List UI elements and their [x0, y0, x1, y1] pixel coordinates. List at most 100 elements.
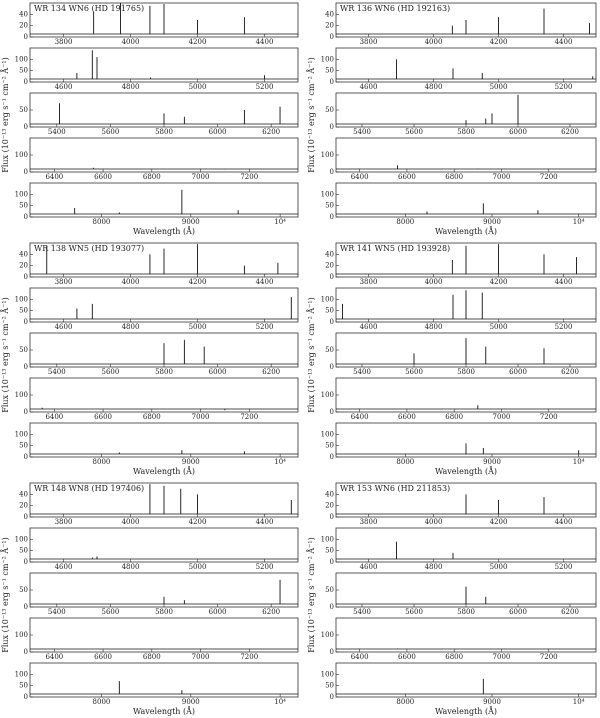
panel-title: WR 138 WN5 (HD 193077)	[34, 244, 144, 253]
y-tick-label: 0	[330, 648, 334, 656]
subplot-frame	[335, 422, 597, 458]
x-tick-label: 4600	[55, 323, 73, 331]
x-tick-label: 4600	[360, 563, 378, 571]
x-tick-label: 5400	[48, 368, 66, 376]
x-tick-label: 4000	[122, 518, 140, 526]
subplot-frame	[29, 617, 299, 653]
x-tick-label: 5600	[101, 128, 119, 136]
xlabel: Wavelength (Å)	[435, 467, 497, 476]
x-tick-label: 5800	[457, 608, 475, 616]
x-tick-label: 5400	[48, 608, 66, 616]
x-tick-label: 6800	[445, 173, 463, 181]
x-tick-label: 6000	[209, 368, 227, 376]
y-tick-label: 50	[19, 202, 28, 210]
x-tick-label: 5000	[189, 563, 207, 571]
y-tick-label: 50	[325, 202, 334, 210]
panel-title: WR 134 WN6 (HD 191765)	[34, 4, 144, 13]
x-tick-label: 9000	[483, 698, 501, 706]
x-tick-label: 5800	[457, 128, 475, 136]
x-tick-label: 3800	[360, 518, 378, 526]
x-tick-label: 6800	[445, 413, 463, 421]
y-tick-label: 50	[325, 307, 334, 315]
x-tick-label: 4800	[425, 83, 443, 91]
subplot-frame	[335, 662, 597, 698]
ylabel: Flux (10⁻¹³ erg s⁻¹ cm⁻² Å⁻¹)	[1, 537, 10, 652]
x-tick-label: 5200	[555, 563, 573, 571]
xlabel: Wavelength (Å)	[435, 707, 497, 716]
x-tick-label: 3800	[360, 278, 378, 286]
x-tick-label: 6600	[94, 173, 112, 181]
x-tick-label: 5800	[457, 368, 475, 376]
subplot-frame	[335, 482, 597, 518]
y-tick-label: 50	[325, 547, 334, 555]
subplot-frame	[29, 242, 299, 278]
x-tick-label: 4200	[189, 518, 207, 526]
subplot-frame	[335, 287, 597, 323]
y-tick-label: 0	[24, 78, 28, 86]
y-tick-label: 0	[24, 453, 28, 461]
subplot-frame	[29, 287, 299, 323]
x-tick-label: 8000	[396, 218, 414, 226]
x-tick-label: 6600	[94, 653, 112, 661]
x-tick-label: 6000	[209, 608, 227, 616]
y-tick-label: 50	[325, 106, 334, 114]
subplot-frame	[335, 242, 597, 278]
y-tick-label: 0	[24, 408, 28, 416]
y-tick-label: 0	[330, 168, 334, 176]
x-tick-label: 5000	[189, 83, 207, 91]
x-tick-label: 6000	[209, 128, 227, 136]
y-tick-label: 0	[24, 363, 28, 371]
y-tick-label: 0	[24, 603, 28, 611]
x-tick-label: 4200	[490, 278, 508, 286]
xlabel: Wavelength (Å)	[133, 467, 195, 476]
panel-title: WR 148 WN8 (HD 197406)	[34, 484, 144, 493]
ylabel: Flux (10⁻¹³ erg s⁻¹ cm⁻² Å⁻¹)	[307, 537, 316, 652]
y-tick-label: 50	[325, 346, 334, 354]
y-tick-label: 50	[19, 547, 28, 555]
y-tick-label: 0	[330, 513, 334, 521]
x-tick-label: 5200	[256, 83, 274, 91]
x-tick-label: 4400	[555, 278, 573, 286]
x-tick-label: 4600	[360, 83, 378, 91]
x-tick-label: 5200	[555, 83, 573, 91]
y-tick-label: 0	[330, 558, 334, 566]
x-tick-label: 6600	[94, 413, 112, 421]
y-tick-label: 100	[321, 190, 334, 198]
x-tick-label: 6400	[45, 653, 63, 661]
x-tick-label: 7200	[240, 653, 258, 661]
x-tick-label: 5600	[405, 368, 423, 376]
y-tick-label: 40	[19, 10, 28, 18]
x-tick-label: 7000	[192, 413, 210, 421]
y-tick-label: 0	[330, 273, 334, 281]
x-tick-label: 4200	[189, 278, 207, 286]
y-tick-label: 0	[330, 603, 334, 611]
subplot-frame	[29, 377, 299, 413]
x-tick-label: 4400	[555, 38, 573, 46]
y-tick-label: 50	[19, 682, 28, 690]
x-tick-label: 6200	[561, 368, 579, 376]
y-tick-label: 100	[15, 55, 28, 63]
y-tick-label: 50	[19, 106, 28, 114]
x-tick-label: 3800	[360, 38, 378, 46]
y-tick-label: 20	[325, 262, 334, 270]
y-tick-label: 0	[330, 318, 334, 326]
x-tick-label: 4400	[555, 518, 573, 526]
subplot-frame	[335, 2, 597, 38]
x-tick-label: 4400	[256, 518, 274, 526]
x-tick-label: 8000	[93, 698, 111, 706]
y-tick-label: 0	[330, 408, 334, 416]
y-tick-label: 0	[330, 453, 334, 461]
x-tick-label: 4600	[360, 323, 378, 331]
y-tick-label: 0	[24, 273, 28, 281]
ylabel: Flux (10⁻¹³ erg s⁻¹ cm⁻² Å⁻¹)	[1, 57, 10, 172]
x-tick-label: 7000	[493, 173, 511, 181]
y-tick-label: 20	[19, 262, 28, 270]
y-tick-label: 100	[321, 295, 334, 303]
x-tick-label: 4800	[122, 83, 140, 91]
x-tick-label: 5200	[256, 563, 274, 571]
y-tick-label: 0	[330, 363, 334, 371]
x-tick-label: 5800	[155, 608, 173, 616]
x-tick-label: 3800	[55, 518, 73, 526]
x-tick-label: 6400	[45, 173, 63, 181]
x-tick-label: 5000	[490, 83, 508, 91]
